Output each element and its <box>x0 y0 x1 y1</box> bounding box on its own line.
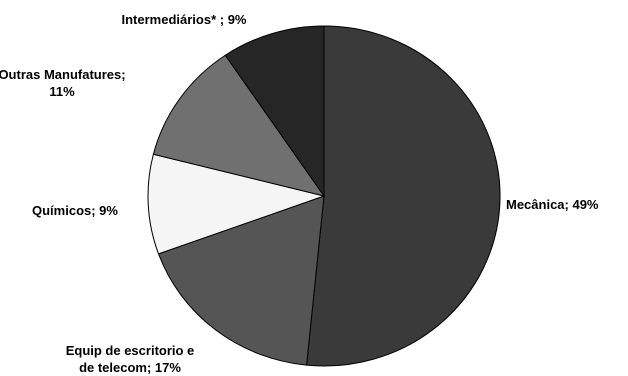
pie-slice-1 <box>157 195 325 366</box>
pie-label-4: Intermediários* ; 9% <box>122 12 247 27</box>
pie-slice-3 <box>152 54 326 197</box>
pie-slice-4 <box>224 25 325 198</box>
pie-label-2-line-0: Químicos; 9% <box>32 203 118 218</box>
pie-labels: Mecânica; 49% Equip de escritorio e de tel… <box>0 12 599 375</box>
pie-slice-2 <box>147 153 326 255</box>
pie-label-0-line-0: Mecânica; 49% <box>506 197 599 212</box>
pie-slice-0 <box>306 25 501 367</box>
pie-label-1: Equip de escritorio e de telecom; 17% <box>66 343 195 375</box>
pie-slices <box>147 25 501 367</box>
pie-label-1-line-0: Equip de escritorio e <box>66 343 195 358</box>
pie-label-3-line-1: 11% <box>49 84 75 99</box>
pie-label-3-line-0: Outras Manufatures; <box>0 67 126 82</box>
pie-label-0: Mecânica; 49% <box>506 197 599 212</box>
pie-label-4-line-0: Intermediários* ; 9% <box>122 12 247 27</box>
pie-label-2: Químicos; 9% <box>32 203 118 218</box>
pie-label-1-line-1: de telecom; 17% <box>79 360 181 375</box>
pie-label-3: Outras Manufatures; 11% <box>0 67 126 99</box>
